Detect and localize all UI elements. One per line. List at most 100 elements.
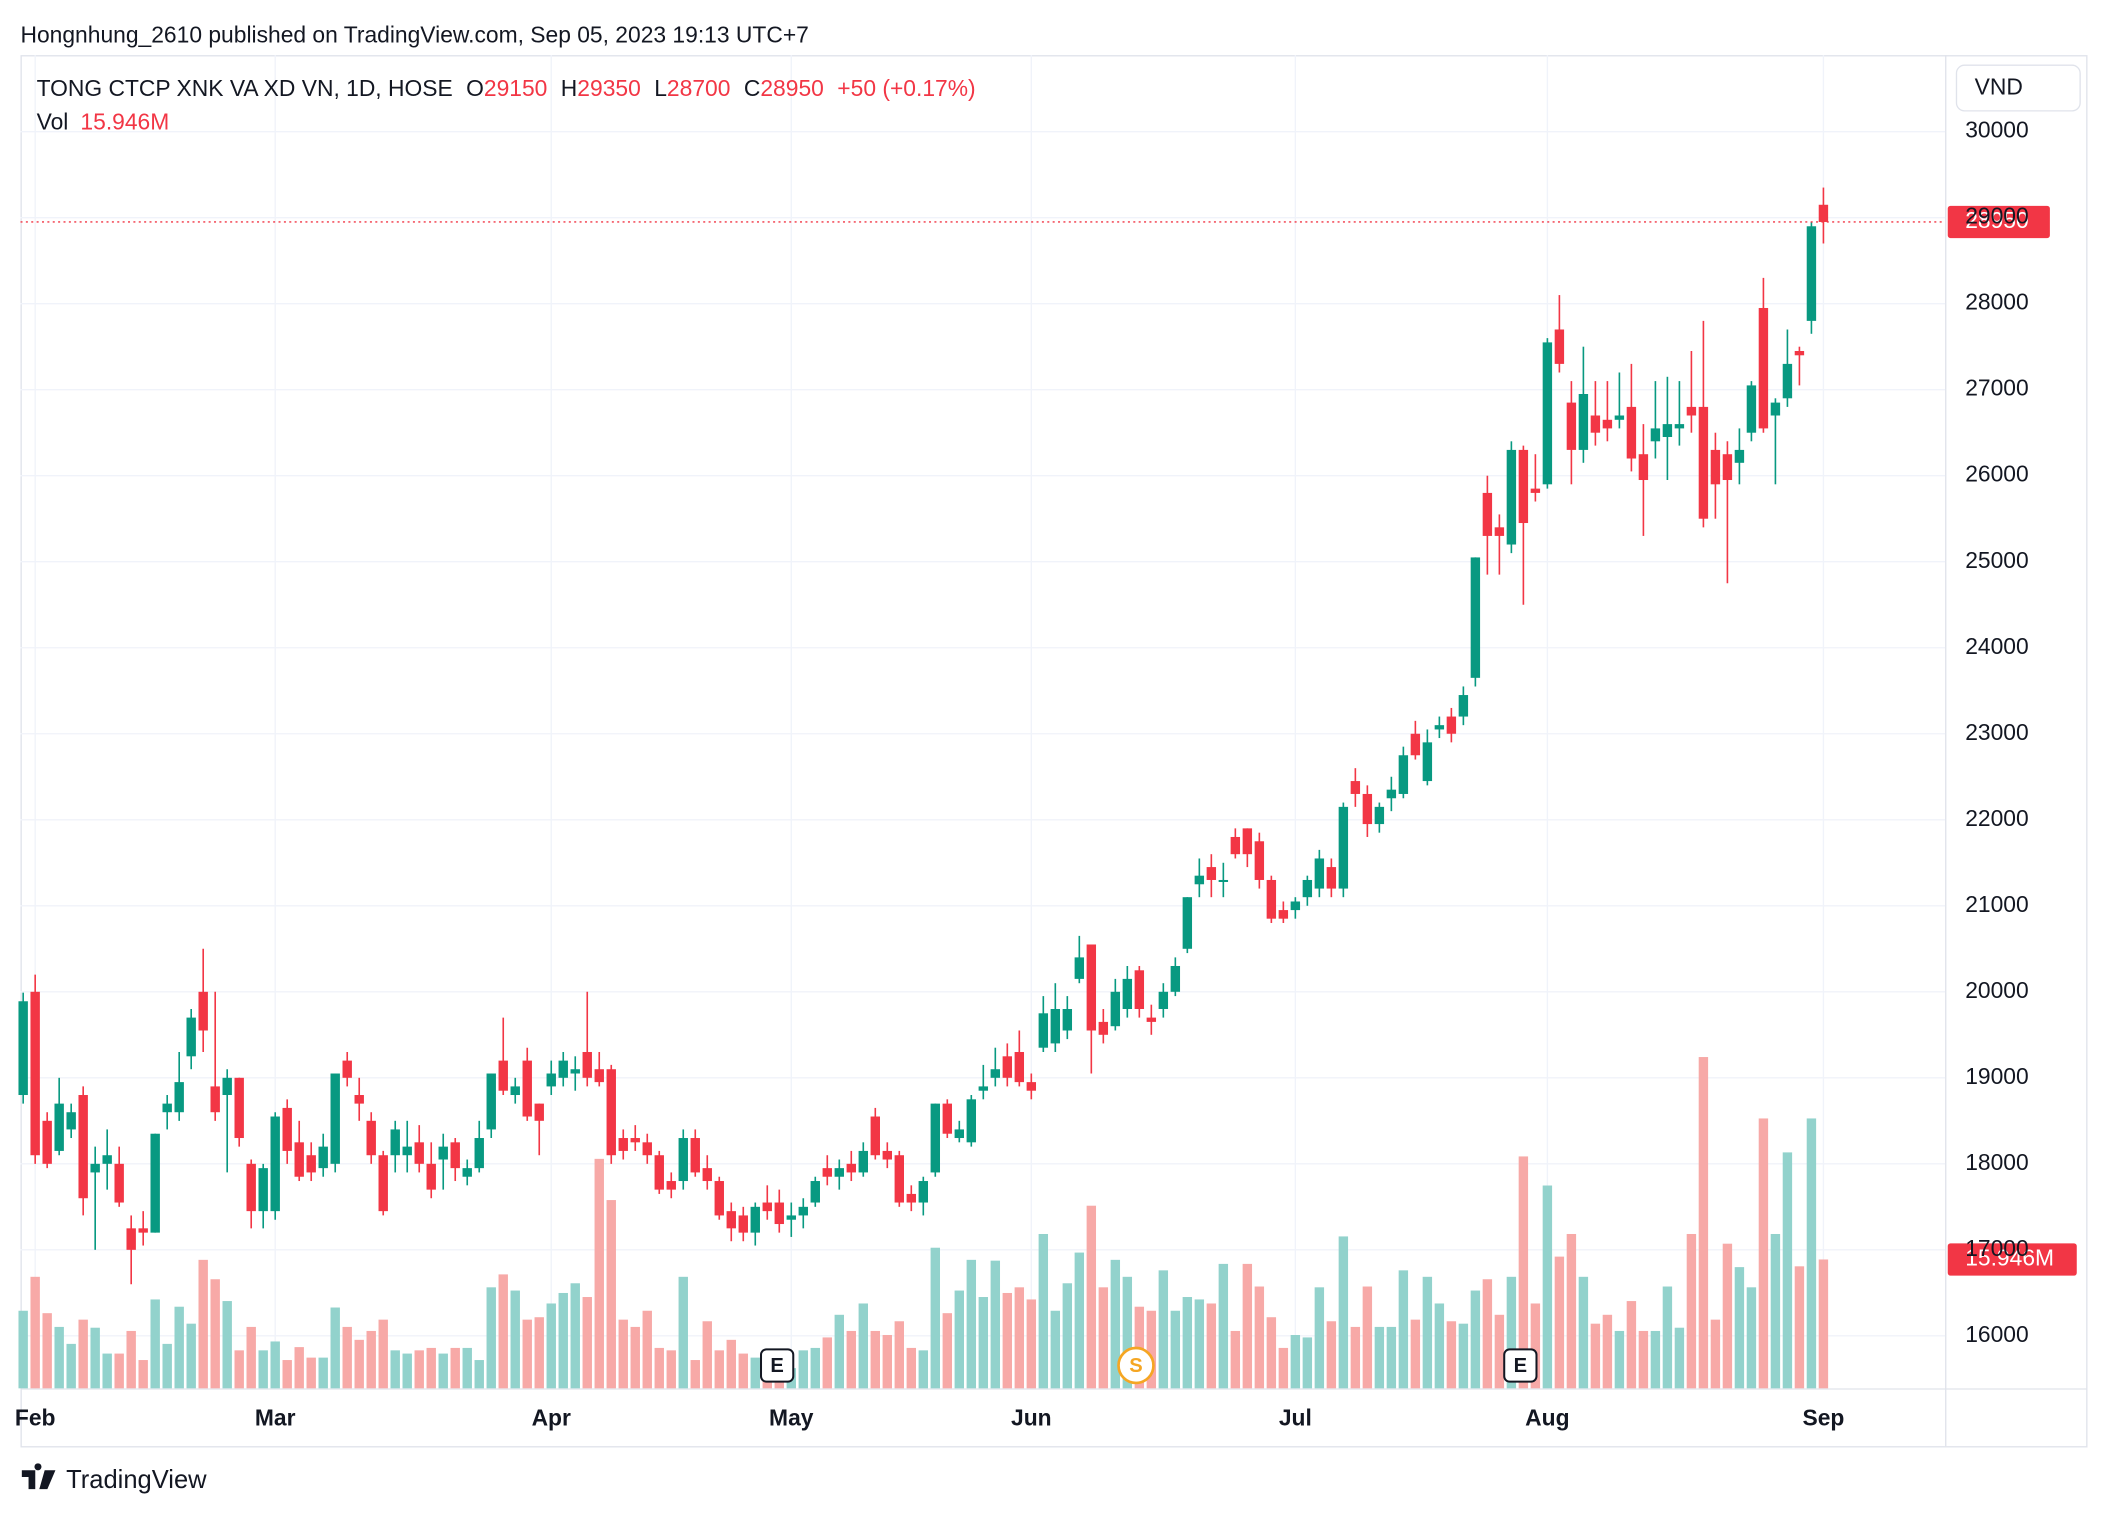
event-marker: [760, 1348, 795, 1383]
volume-bar: [1230, 1330, 1241, 1389]
volume-bar: [642, 1310, 652, 1389]
x-tick-label: Jul: [1279, 1404, 1312, 1430]
candle-body: [1806, 226, 1817, 321]
volume-bar: [378, 1319, 388, 1389]
volume-bar: [1614, 1330, 1625, 1389]
volume-bar: [714, 1350, 724, 1389]
volume-bars: [18, 1057, 1829, 1389]
volume-bar: [738, 1353, 748, 1389]
volume-bar: [798, 1350, 808, 1389]
volume-bar: [306, 1357, 316, 1389]
volume-bar: [1350, 1326, 1361, 1389]
volume-bar: [1470, 1290, 1481, 1389]
volume-bar: [1182, 1297, 1193, 1389]
volume-bar: [270, 1341, 280, 1389]
candle-body: [1230, 836, 1241, 855]
candle-body: [1458, 695, 1469, 717]
volume-bar: [1290, 1334, 1301, 1389]
volume-bar: [1422, 1276, 1433, 1389]
candle-body: [342, 1060, 352, 1078]
candle-body: [1074, 957, 1085, 979]
candle-body: [642, 1142, 652, 1156]
candle-body: [1362, 793, 1373, 825]
candle-body: [510, 1086, 520, 1096]
open-value: 29150: [484, 75, 547, 101]
candle-body: [834, 1168, 844, 1177]
candle-body: [1650, 428, 1661, 442]
symbol-title: TONG CTCP XNK VA XD VN, 1D, HOSE: [37, 75, 453, 101]
volume-bar: [1074, 1252, 1085, 1389]
candle-body: [726, 1211, 736, 1229]
volume-bar: [546, 1303, 556, 1389]
volume-bar: [150, 1299, 160, 1389]
volume-bar: [1386, 1326, 1397, 1389]
candle-body: [870, 1116, 880, 1156]
candle-body: [606, 1069, 616, 1156]
volume-bar: [1686, 1233, 1697, 1389]
volume-bar: [1530, 1303, 1541, 1389]
volume-bar: [1254, 1286, 1265, 1389]
candle-body: [750, 1206, 760, 1233]
x-tick-label: Jun: [1011, 1404, 1052, 1430]
volume-bar: [1086, 1205, 1097, 1389]
candle-body: [966, 1099, 977, 1143]
volume-bar: [726, 1339, 736, 1389]
candle-body: [582, 1052, 592, 1078]
currency-label[interactable]: VND: [1975, 74, 2023, 100]
candle-body: [270, 1116, 280, 1212]
event-label: E: [1514, 1355, 1527, 1377]
candle-body: [258, 1168, 268, 1212]
volume-bar: [1110, 1259, 1121, 1389]
volume-bar: [654, 1347, 664, 1389]
volume-bar: [330, 1307, 340, 1389]
candle-body: [1530, 488, 1541, 493]
candle-body: [558, 1060, 568, 1078]
volume-bar: [102, 1353, 112, 1389]
volume-bar: [906, 1347, 917, 1389]
candle-body: [738, 1215, 748, 1233]
volume-bar: [1710, 1319, 1721, 1389]
candle-body: [114, 1163, 124, 1203]
candle-body: [1566, 402, 1577, 450]
candle-body: [786, 1215, 796, 1220]
volume-bar: [690, 1360, 700, 1389]
volume-bar: [462, 1347, 472, 1389]
candle-body: [1386, 789, 1397, 799]
volume-bar: [1278, 1347, 1289, 1389]
volume-bar: [1314, 1287, 1325, 1389]
volume-bar: [1542, 1185, 1553, 1389]
candle-body: [486, 1073, 496, 1130]
candle-body: [1302, 879, 1313, 898]
volume-bar: [1554, 1256, 1565, 1389]
candle-body: [894, 1155, 904, 1203]
candle-body: [978, 1086, 989, 1091]
candle-body: [1578, 393, 1589, 450]
volume-bar: [858, 1303, 868, 1389]
y-tick-label: 23000: [1965, 719, 2028, 745]
candle-body: [1482, 492, 1493, 536]
volume-bar: [1506, 1276, 1517, 1389]
currency-button[interactable]: [1955, 64, 2081, 112]
volume-bar: [510, 1290, 520, 1389]
volume-bar: [1158, 1270, 1169, 1389]
field-label: L: [654, 75, 667, 101]
candle-body: [1782, 363, 1793, 399]
candle-body: [438, 1146, 448, 1160]
candle-body: [1014, 1052, 1025, 1083]
candle-body: [42, 1120, 52, 1164]
candle-body: [1290, 901, 1301, 911]
volume-name: Vol: [37, 109, 69, 135]
candle-body: [1494, 527, 1505, 536]
volume-bar: [1746, 1287, 1757, 1389]
candle-body: [1374, 806, 1385, 825]
volume-bar: [1578, 1276, 1589, 1389]
candle-body: [390, 1129, 400, 1156]
candle-body: [1602, 419, 1613, 429]
candle-body: [714, 1181, 724, 1216]
candle-body: [1614, 415, 1625, 420]
volume-bar: [486, 1287, 496, 1389]
event-marker: [1117, 1346, 1155, 1385]
volume-bar: [846, 1330, 856, 1389]
candle-body: [1194, 875, 1205, 885]
